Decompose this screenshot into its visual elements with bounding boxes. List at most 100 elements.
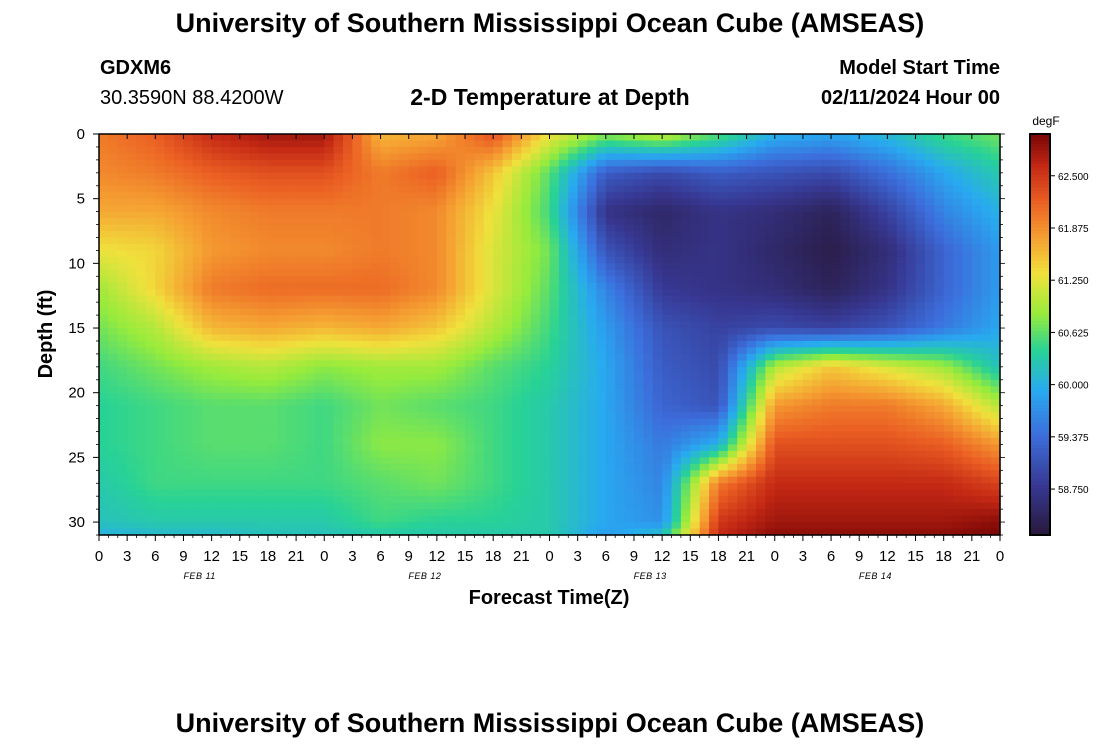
heatmap-cell <box>971 289 982 297</box>
heatmap-cell <box>202 166 213 174</box>
heatmap-cell <box>380 146 391 155</box>
heatmap-cell <box>389 366 400 374</box>
heatmap-cell <box>784 166 795 174</box>
heatmap-cell <box>643 399 654 407</box>
heatmap-cell <box>521 269 532 277</box>
heatmap-cell <box>511 444 522 452</box>
heatmap-cell <box>127 198 138 206</box>
heatmap-cell <box>877 179 888 187</box>
heatmap-cell <box>202 457 213 465</box>
heatmap-cell <box>793 289 804 297</box>
heatmap-cell <box>202 179 213 187</box>
heatmap-cell <box>192 192 203 200</box>
heatmap-cell <box>990 205 1001 213</box>
heatmap-cell <box>652 146 663 155</box>
heatmap-cell <box>943 386 954 394</box>
heatmap-cell <box>924 321 935 329</box>
heatmap-cell <box>633 211 644 219</box>
heatmap-cell <box>436 444 447 452</box>
heatmap-cell <box>540 269 551 277</box>
heatmap-cell <box>249 185 260 193</box>
heatmap-cell <box>934 373 945 381</box>
heatmap-cell <box>906 243 917 252</box>
heatmap-cell <box>343 146 354 155</box>
heatmap-cell <box>812 386 823 394</box>
heatmap-cell <box>765 360 776 368</box>
heatmap-cell <box>633 198 644 206</box>
heatmap-cell <box>821 437 832 446</box>
heatmap-cell <box>549 295 560 303</box>
heatmap-cell <box>924 302 935 310</box>
heatmap-cell <box>183 340 194 349</box>
heatmap-cell <box>718 392 729 400</box>
heatmap-cell <box>587 282 598 290</box>
heatmap-cell <box>877 256 888 264</box>
heatmap-cell <box>737 308 748 316</box>
heatmap-cell <box>493 457 504 465</box>
heatmap-cell <box>511 437 522 446</box>
heatmap-cell <box>230 379 241 387</box>
heatmap-cell <box>718 418 729 426</box>
heatmap-cell <box>568 224 579 232</box>
heatmap-cell <box>652 231 663 239</box>
heatmap-cell <box>765 256 776 264</box>
heatmap-cell <box>389 218 400 226</box>
heatmap-cell <box>605 295 616 303</box>
heatmap-cell <box>427 192 438 200</box>
heatmap-cell <box>774 224 785 232</box>
heatmap-cell <box>849 159 860 167</box>
heatmap-cell <box>380 250 391 258</box>
heatmap-cell <box>418 172 429 180</box>
heatmap-cell <box>277 166 288 174</box>
heatmap-cell <box>211 373 222 381</box>
heatmap-cell <box>540 224 551 232</box>
heatmap-cell <box>577 295 588 303</box>
heatmap-cell <box>605 198 616 206</box>
heatmap-cell <box>605 308 616 316</box>
heatmap-cell <box>662 224 673 232</box>
heatmap-cell <box>230 166 241 174</box>
heatmap-cell <box>155 256 166 264</box>
heatmap-cell <box>953 289 964 297</box>
heatmap-cell <box>530 211 541 219</box>
heatmap-cell <box>333 185 344 193</box>
heatmap-cell <box>521 405 532 413</box>
heatmap-cell <box>324 308 335 316</box>
heatmap-cell <box>324 231 335 239</box>
heatmap-cell <box>108 308 119 316</box>
heatmap-cell <box>127 243 138 252</box>
heatmap-cell <box>624 276 635 284</box>
heatmap-cell <box>812 437 823 446</box>
heatmap-cell <box>145 205 156 213</box>
heatmap-cell <box>924 237 935 245</box>
heatmap-cell <box>624 140 635 148</box>
heatmap-cell <box>812 463 823 471</box>
heatmap-cell <box>465 418 476 426</box>
heatmap-cell <box>953 450 964 458</box>
heatmap-cell <box>633 282 644 290</box>
heatmap-cell <box>896 276 907 284</box>
heatmap-cell <box>718 353 729 361</box>
heatmap-cell <box>314 457 325 465</box>
heatmap-cell <box>239 334 250 342</box>
heatmap-cell <box>127 379 138 387</box>
heatmap-cell <box>859 140 870 148</box>
heatmap-cell <box>765 146 776 155</box>
heatmap-cell <box>690 153 701 161</box>
heatmap-cell <box>446 153 457 161</box>
heatmap-cell <box>906 340 917 349</box>
heatmap-cell <box>727 405 738 413</box>
heatmap-cell <box>633 392 644 400</box>
heatmap-cell <box>164 269 175 277</box>
heatmap-cell <box>202 366 213 374</box>
heatmap-cell <box>868 134 879 142</box>
heatmap-cell <box>662 295 673 303</box>
heatmap-cell <box>652 153 663 161</box>
heatmap-cell <box>183 250 194 258</box>
heatmap-cell <box>352 224 363 232</box>
heatmap-cell <box>361 321 372 329</box>
heatmap-cell <box>258 379 269 387</box>
heatmap-cell <box>530 205 541 213</box>
heatmap-cell <box>361 276 372 284</box>
heatmap-cell <box>511 366 522 374</box>
